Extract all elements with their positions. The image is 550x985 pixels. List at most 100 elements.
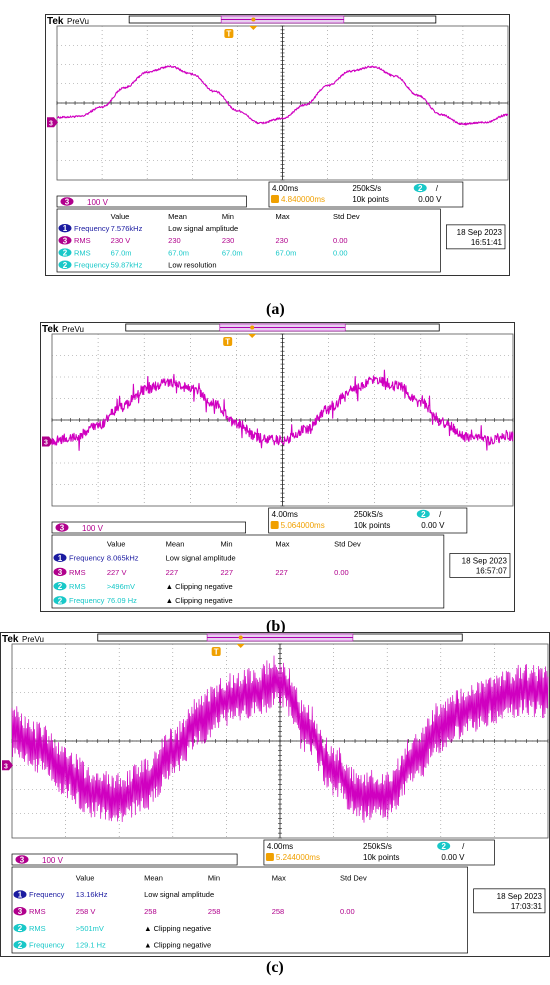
trigger-channel-badge-number: 2 — [418, 184, 423, 193]
channel-scale-badge — [15, 855, 29, 864]
trigger-marker-label: T — [214, 648, 219, 657]
measurement-max: 230 — [276, 236, 289, 245]
measurement-row-badge-number: 2 — [18, 941, 23, 950]
trigger-pointer — [236, 644, 245, 648]
channel-scale-box — [51, 521, 246, 534]
measurement-row-badge-number: 2 — [58, 582, 63, 591]
date-value: 18 Sep 2023 — [462, 556, 508, 565]
measurement-note: Low signal amplitude — [166, 554, 236, 563]
measurement-value: 230 V — [111, 236, 131, 245]
measurement-note: ▲ Clipping negative — [144, 941, 211, 950]
measurement-value: 67.0m — [111, 248, 132, 257]
measurement-table — [56, 208, 441, 273]
datetime-box — [449, 553, 511, 578]
panel-c: Tek PreVu T 3 3 100 V 4.00ms 250kS/s 2 / 5.244000m… — [0, 632, 550, 957]
trigger-position-icon — [270, 521, 279, 529]
trigger-level-value: 0.00 V — [418, 195, 442, 204]
measurement-name: RMS — [29, 907, 46, 916]
measurement-mean: 227 — [166, 568, 179, 577]
time-value: 17:03:31 — [511, 902, 543, 911]
table-header: Mean — [144, 873, 163, 882]
measurement-name: Frequency — [74, 224, 110, 233]
measurement-mean: 67.0m — [168, 248, 189, 257]
measurement-value: 7.576kHz — [111, 224, 143, 233]
channel-scale-badge — [55, 523, 69, 532]
brand-logo: Tek — [47, 16, 64, 27]
trigger-pointer — [248, 334, 257, 338]
brand-logo: Tek — [2, 634, 19, 645]
sample-rate-value: 250kS/s — [352, 184, 381, 193]
table-header: Std Dev — [334, 539, 361, 548]
channel3-ground-label: 3 — [4, 763, 8, 770]
measurement-note: Low resolution — [168, 261, 216, 270]
trigger-level-value: 0.00 V — [421, 521, 445, 530]
channel-scale-badge — [60, 197, 74, 206]
measurement-value: >501mV — [76, 924, 104, 933]
measurement-row-badge-number: 2 — [63, 249, 68, 258]
trigger-channel-badge — [437, 841, 451, 851]
date-value: 18 Sep 2023 — [457, 228, 503, 237]
table-header: Value — [107, 539, 126, 548]
table-header: Mean — [166, 539, 185, 548]
measurement-note: ▲ Clipping negative — [144, 924, 211, 933]
measurement-row-badge — [53, 567, 67, 577]
table-header: Mean — [168, 212, 187, 221]
measurement-table — [51, 534, 445, 609]
measurement-name: Frequency — [74, 261, 110, 270]
table-header: Max — [276, 212, 290, 221]
trigger-marker-label: T — [226, 30, 231, 39]
measurement-std: 0.00 — [333, 248, 348, 257]
measurement-min: 227 — [220, 568, 233, 577]
measurement-row-badge-number: 1 — [58, 554, 63, 563]
record-trigger-dot — [251, 17, 256, 22]
measurement-name: RMS — [69, 568, 86, 577]
mode-label: PreVu — [62, 325, 84, 334]
measurement-note: ▲ Clipping negative — [166, 582, 233, 591]
record-length-value: 10k points — [352, 195, 388, 204]
table-header: Max — [272, 873, 286, 882]
measurement-row-badge — [13, 923, 27, 933]
measurement-value: 129.1 Hz — [76, 941, 106, 950]
panel-b: Tek PreVu T 3 3 100 V 4.00ms 250kS/s 2 / 5.064000m… — [40, 322, 515, 612]
waveform-trace-ch3 — [56, 65, 509, 126]
measurement-max: 227 — [275, 568, 288, 577]
measurement-value: 227 V — [107, 568, 127, 577]
measurement-max: 67.0m — [276, 248, 297, 257]
trigger-channel-badge-number: 2 — [421, 510, 426, 519]
channel-scale-badge-number: 3 — [60, 524, 65, 533]
record-length-value: 10k points — [354, 521, 390, 530]
measurement-row-badge — [13, 940, 27, 950]
measurement-std: 0.00 — [340, 907, 355, 916]
measurement-row-badge-number: 1 — [63, 224, 68, 233]
measurement-row-badge-number: 1 — [18, 890, 23, 899]
measurement-row-badge-number: 3 — [18, 907, 23, 916]
measurement-mean: 230 — [168, 236, 181, 245]
oscilloscope-screen-b: Tek PreVu T 3 3 100 V 4.00ms 250kS/s 2 / 5.064000m… — [40, 322, 515, 612]
trigger-marker-label: T — [225, 338, 230, 347]
measurement-name: Frequency — [29, 941, 65, 950]
caption-a: (a) — [266, 301, 285, 318]
measurement-note: Low signal amplitude — [144, 890, 214, 899]
sample-rate-value: 250kS/s — [354, 510, 383, 519]
channel-scale-value: 100 V — [87, 198, 109, 207]
channel-scale-value: 100 V — [82, 524, 104, 533]
record-trigger-dot — [250, 325, 255, 330]
measurement-table — [11, 866, 468, 954]
trigger-channel-badge — [416, 509, 430, 519]
measurement-row-badge-number: 2 — [63, 261, 68, 270]
waveform-trace-ch3 — [51, 369, 514, 451]
brand-logo: Tek — [42, 324, 59, 335]
trigger-position-icon — [265, 853, 274, 861]
timebase-box — [268, 507, 468, 534]
measurement-std: 0.00 — [334, 568, 349, 577]
timebase-box — [263, 839, 495, 866]
table-header: Min — [220, 539, 232, 548]
measurement-mean: 258 — [144, 907, 157, 916]
oscilloscope-screen-c: Tek PreVu T 3 3 100 V 4.00ms 250kS/s 2 / 5.244000m… — [0, 632, 550, 957]
measurement-max: 258 — [272, 907, 285, 916]
channel-scale-value: 100 V — [42, 856, 64, 865]
measurement-row-badge — [53, 581, 67, 591]
table-header: Max — [275, 539, 289, 548]
measurement-row-badge — [58, 260, 72, 269]
measurement-value: 8.065kHz — [107, 554, 139, 563]
